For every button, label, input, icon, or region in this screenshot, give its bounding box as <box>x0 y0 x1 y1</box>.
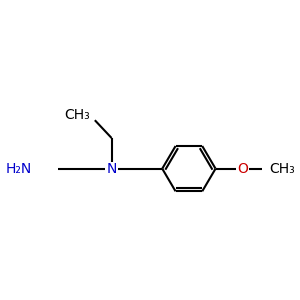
Text: CH₃: CH₃ <box>64 108 90 122</box>
Text: N: N <box>106 162 117 176</box>
Text: CH₃: CH₃ <box>269 162 295 176</box>
Text: O: O <box>237 162 248 176</box>
Text: H₂N: H₂N <box>5 162 31 176</box>
